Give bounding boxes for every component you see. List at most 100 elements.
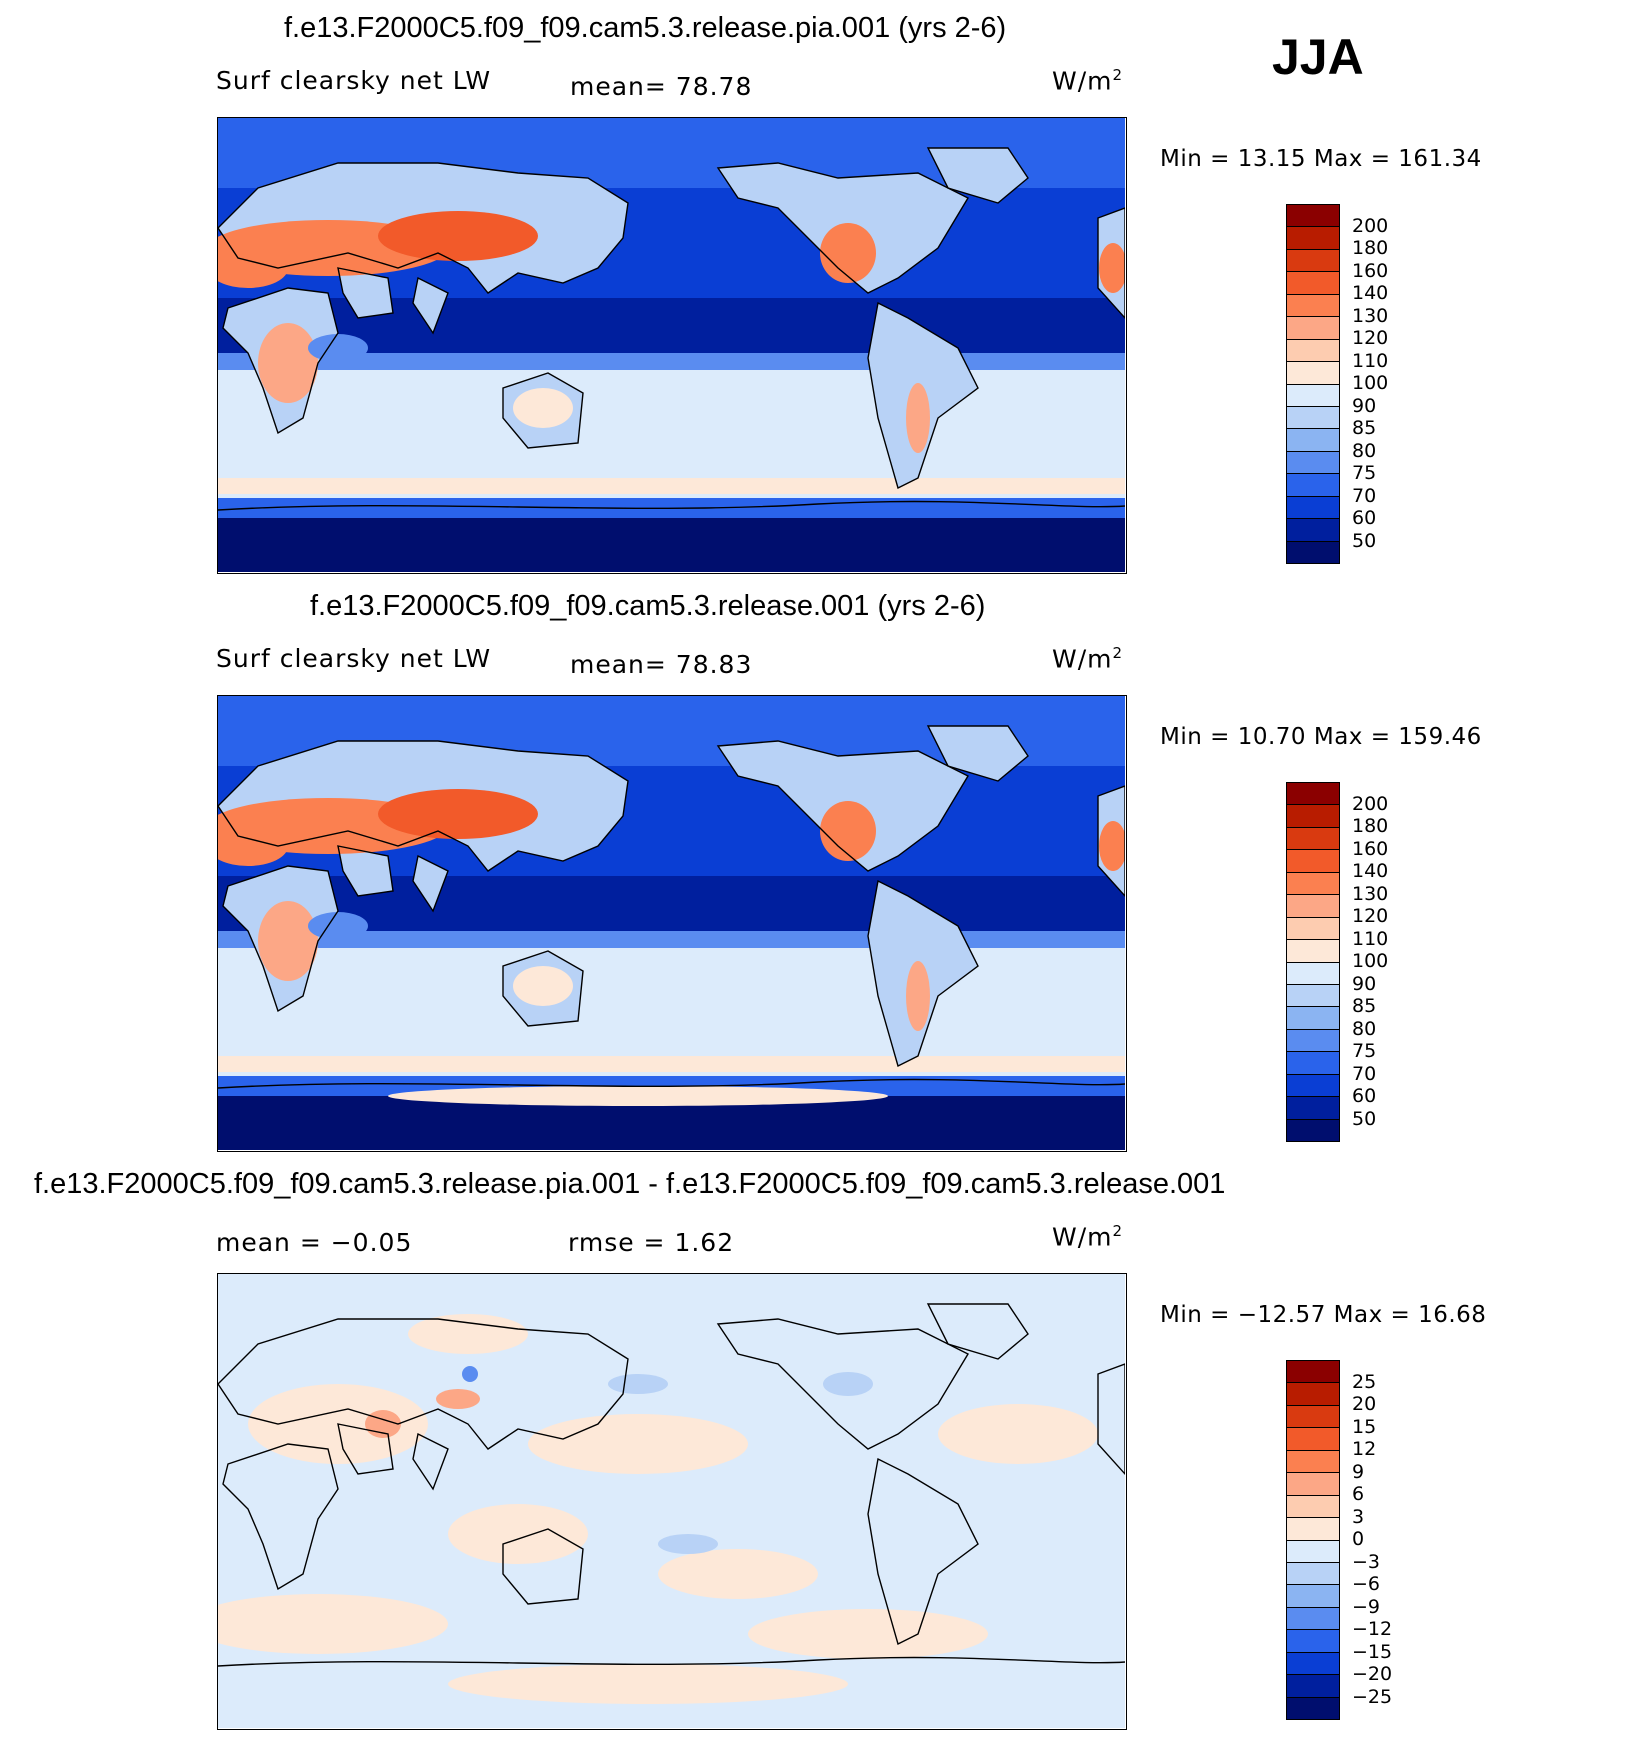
- colorbar-label: 15: [1352, 1415, 1377, 1438]
- colorbar-swatch: [1287, 1652, 1339, 1676]
- colorbar-swatch: [1287, 205, 1339, 228]
- colorbar-label: 60: [1352, 1085, 1377, 1107]
- colorbar-label: 180: [1352, 237, 1389, 259]
- colorbar-label: 80: [1352, 439, 1377, 462]
- colorbar-swatch: [1287, 541, 1339, 563]
- colorbar-swatch: [1287, 362, 1339, 385]
- colorbar-swatch: [1287, 1473, 1339, 1496]
- colorbar-swatch: [1287, 1029, 1339, 1053]
- colorbar-swatch: [1287, 940, 1339, 963]
- coastline: [1097, 1363, 1125, 1476]
- colorbar-label: 200: [1352, 792, 1389, 815]
- coastline: [502, 950, 584, 1027]
- hot-contour: [218, 826, 288, 866]
- colorbar-swatch: [1287, 805, 1339, 828]
- colorbar-label: 200: [1352, 214, 1389, 237]
- colorbar-label: 75: [1352, 1040, 1377, 1062]
- panel-3-title: f.e13.F2000C5.f09_f09.cam5.3.release.pia…: [34, 1168, 1226, 1200]
- colorbar-swatch: [1287, 1052, 1339, 1075]
- coastline: [926, 147, 1029, 204]
- colorbar-swatch: [1287, 451, 1339, 475]
- hot-contour: [378, 211, 538, 261]
- colorbar-label: −9: [1352, 1595, 1381, 1618]
- colorbar-label: −25: [1352, 1685, 1393, 1708]
- coastline: [222, 287, 339, 435]
- land-contour: [338, 846, 393, 896]
- panel-1-colorbar: [1286, 204, 1340, 564]
- colorbar-label: 9: [1352, 1460, 1365, 1483]
- panel-3-mean-label: mean = −0.05: [216, 1228, 413, 1257]
- colorbar-swatch: [1287, 384, 1339, 407]
- coastline: [716, 740, 969, 872]
- coastlines: [218, 1303, 1125, 1667]
- colorbar-swatch: [1287, 783, 1339, 806]
- colorbar-label: 6: [1352, 1483, 1365, 1505]
- colorbar-label: 12: [1352, 1438, 1377, 1460]
- coastline: [926, 725, 1029, 782]
- colorbar-label: 75: [1352, 462, 1377, 484]
- coastline: [1097, 207, 1125, 320]
- colorbar-label: 50: [1352, 1107, 1377, 1130]
- land-contour: [338, 268, 393, 318]
- colorbar-swatch: [1287, 1119, 1339, 1141]
- coastline: [222, 865, 339, 1013]
- colorbar-swatch: [1287, 1428, 1339, 1451]
- panel-1-minmax: Min = 13.15 Max = 161.34: [1160, 146, 1482, 172]
- anomaly-contour: [748, 1609, 988, 1659]
- panel-3-minmax: Min = −12.57 Max = 16.68: [1160, 1302, 1487, 1328]
- panel-2-title: f.e13.F2000C5.f09_f09.cam5.3.release.001…: [310, 590, 986, 622]
- colorbar-label: 130: [1352, 882, 1389, 905]
- anomaly-contour: [528, 1414, 748, 1474]
- colorbar-swatch: [1287, 1540, 1339, 1563]
- anomaly-contour: [448, 1664, 848, 1704]
- colorbar-label: 25: [1352, 1370, 1377, 1393]
- panel-2-units: W/m2: [1052, 644, 1124, 674]
- colorbar-label: 60: [1352, 507, 1377, 529]
- colorbar-swatch: [1287, 474, 1339, 497]
- colorbar-swatch: [1287, 1361, 1339, 1384]
- coastline: [716, 1318, 969, 1450]
- hot-contour: [1099, 243, 1125, 293]
- anomaly-contour: [218, 1594, 448, 1654]
- coastline: [337, 267, 394, 319]
- coastline: [218, 162, 629, 294]
- hot-contour: [378, 789, 538, 839]
- map-field: [218, 696, 1125, 1150]
- colorbar-swatch: [1287, 1630, 1339, 1653]
- colorbar-swatch: [1287, 406, 1339, 430]
- panel-2-minmax: Min = 10.70 Max = 159.46: [1160, 724, 1482, 750]
- panel-3-colorbar-labels: 25 20 15 12 9 6 3 0 −3 −6 −9 −12 −15 −20 −25: [1352, 1360, 1432, 1720]
- colorbar-swatch: [1287, 850, 1339, 873]
- panel-2-variable-label: Surf clearsky net LW: [216, 644, 492, 673]
- map-field: [218, 118, 1125, 572]
- colorbar-swatch: [1287, 917, 1339, 941]
- coastline: [502, 1528, 584, 1605]
- panel-1-mean-label: mean= 78.78: [570, 72, 753, 101]
- anomaly-contour: [823, 1372, 873, 1396]
- colorbar-label: 90: [1352, 972, 1377, 995]
- colorbar-swatch: [1287, 1405, 1339, 1429]
- colorbar-label: 70: [1352, 1062, 1377, 1085]
- colorbar-swatch: [1287, 984, 1339, 1008]
- colorbar-label: −20: [1352, 1663, 1393, 1685]
- panel-2-map: [217, 695, 1127, 1152]
- anomaly-contour: [436, 1389, 480, 1409]
- colorbar-swatch: [1287, 519, 1339, 542]
- coastline: [337, 845, 394, 897]
- colorbar-label: 85: [1352, 417, 1377, 439]
- coastline: [337, 1423, 394, 1475]
- colorbar-swatch: [1287, 1518, 1339, 1541]
- contour-band: [218, 518, 1125, 572]
- land-contour: [413, 278, 448, 333]
- colorbar-swatch: [1287, 1074, 1339, 1098]
- colorbar-swatch: [1287, 429, 1339, 452]
- coastline: [218, 500, 1125, 511]
- hot-contour: [513, 388, 573, 428]
- colorbar-swatch: [1287, 895, 1339, 918]
- colorbar-label: 50: [1352, 529, 1377, 552]
- panel-1-variable-label: Surf clearsky net LW: [216, 66, 492, 95]
- hot-contour: [513, 966, 573, 1006]
- colorbar-swatch: [1287, 294, 1339, 318]
- coastline: [867, 879, 979, 1068]
- coastline: [502, 372, 584, 449]
